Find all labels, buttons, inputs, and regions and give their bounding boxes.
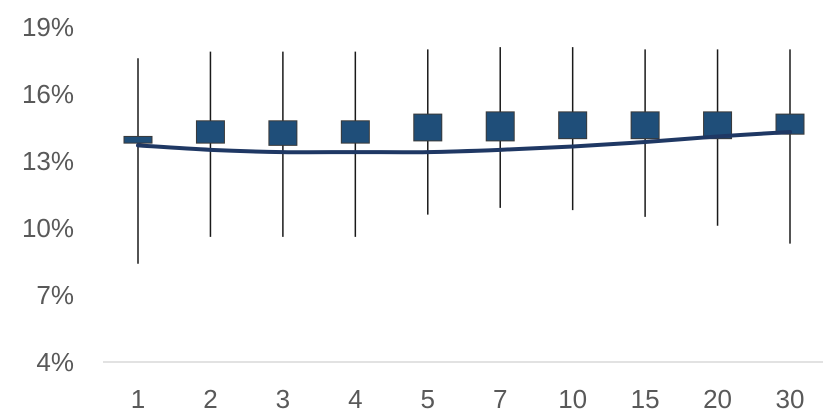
y-tick-label: 13%: [22, 146, 74, 176]
x-tick-label: 4: [348, 384, 362, 414]
y-tick-label: 10%: [22, 213, 74, 243]
trendline: [136, 129, 792, 155]
x-tick-label: 7: [493, 384, 507, 414]
x-tick-label: 2: [203, 384, 217, 414]
y-tick-label: 4%: [36, 347, 74, 377]
candle-box: [485, 111, 515, 142]
x-tick-label: 5: [421, 384, 435, 414]
y-tick-label: 16%: [22, 79, 74, 109]
y-axis: 4% 7% 10% 13% 16% 19%: [22, 12, 74, 377]
candle-box: [340, 120, 370, 144]
y-tick-label: 7%: [36, 280, 74, 310]
whiskers: [137, 47, 791, 264]
x-tick-label: 20: [703, 384, 732, 414]
candle-box: [558, 111, 588, 140]
candle-box: [123, 135, 153, 144]
boxes: [123, 111, 805, 146]
x-tick-label: 30: [776, 384, 805, 414]
candle-box: [195, 120, 225, 144]
candle-box: [775, 113, 805, 135]
candle-box: [268, 120, 298, 146]
y-tick-label: 19%: [22, 12, 74, 42]
x-tick-label: 1: [131, 384, 145, 414]
x-axis: 1 2 3 4 5 7 10 15 20 30: [103, 361, 823, 414]
x-tick-label: 15: [631, 384, 660, 414]
x-tick-label: 10: [558, 384, 587, 414]
candle-box: [630, 111, 660, 140]
x-tick-label: 3: [276, 384, 290, 414]
candle-box: [413, 113, 443, 142]
trendline-group: [136, 129, 792, 155]
